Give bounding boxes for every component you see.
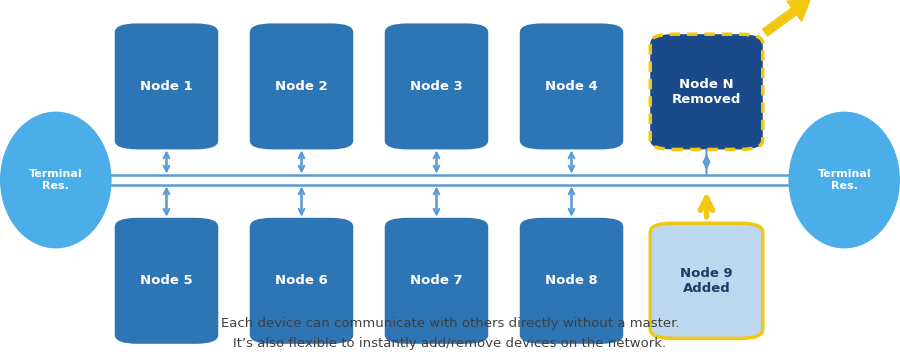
Text: Node 6: Node 6 xyxy=(275,274,328,287)
Text: Node 1: Node 1 xyxy=(140,80,193,93)
FancyBboxPatch shape xyxy=(650,34,763,149)
FancyBboxPatch shape xyxy=(520,23,623,149)
Text: Node 4: Node 4 xyxy=(545,80,598,93)
Text: Node 2: Node 2 xyxy=(275,80,328,93)
FancyBboxPatch shape xyxy=(385,218,488,344)
Text: Node 5: Node 5 xyxy=(140,274,193,287)
Ellipse shape xyxy=(0,112,112,248)
Text: It’s also flexible to instantly add/remove devices on the network.: It’s also flexible to instantly add/remo… xyxy=(233,337,667,350)
Text: Node 8: Node 8 xyxy=(545,274,598,287)
Text: Terminal
Res.: Terminal Res. xyxy=(817,169,871,191)
FancyArrowPatch shape xyxy=(762,0,810,36)
Text: Each device can communicate with others directly without a master.: Each device can communicate with others … xyxy=(220,318,680,330)
FancyBboxPatch shape xyxy=(115,23,218,149)
Text: Terminal
Res.: Terminal Res. xyxy=(29,169,83,191)
Text: Node N
Removed: Node N Removed xyxy=(671,78,742,106)
Text: Node 3: Node 3 xyxy=(410,80,463,93)
FancyBboxPatch shape xyxy=(385,23,488,149)
Ellipse shape xyxy=(788,112,900,248)
Text: Node 7: Node 7 xyxy=(410,274,463,287)
FancyBboxPatch shape xyxy=(115,218,218,344)
FancyBboxPatch shape xyxy=(520,218,623,344)
FancyBboxPatch shape xyxy=(250,23,353,149)
Text: Node 9
Added: Node 9 Added xyxy=(680,267,733,295)
FancyBboxPatch shape xyxy=(250,218,353,344)
FancyBboxPatch shape xyxy=(650,223,763,338)
